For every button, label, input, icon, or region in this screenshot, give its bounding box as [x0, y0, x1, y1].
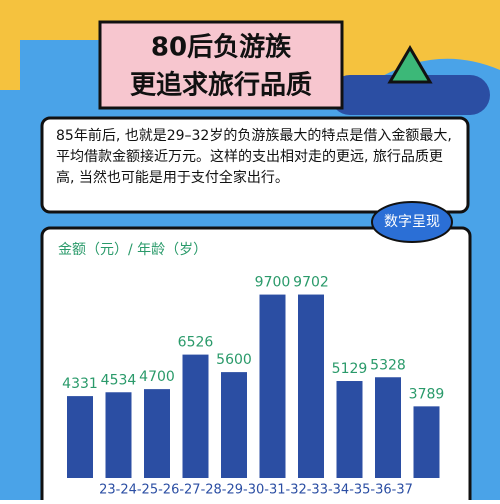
title: 80后负游族	[151, 32, 292, 63]
value-label: 4700	[139, 369, 175, 385]
value-label: 6526	[178, 335, 214, 351]
value-label: 5129	[332, 361, 368, 377]
bar	[375, 377, 401, 478]
bar	[413, 406, 440, 478]
title-box	[98, 20, 344, 110]
navy-pill	[330, 75, 490, 115]
text-box	[40, 116, 470, 214]
chart-title: 金额（元）/ 年龄（岁）	[58, 242, 207, 258]
bar	[144, 389, 170, 478]
bar	[221, 372, 247, 478]
bar	[182, 354, 209, 478]
bar	[67, 396, 93, 478]
value-label: 9700	[255, 275, 291, 291]
value-label: 4331	[62, 376, 98, 392]
bar	[336, 381, 363, 478]
bar	[105, 392, 132, 478]
triangle	[387, 45, 433, 84]
badge-text: 数字呈现	[384, 214, 440, 230]
bar	[298, 294, 324, 478]
x-axis-text: 23-24-25-26-27-28-29-30-31-32-33-34-35-3…	[99, 483, 413, 498]
value-label: 5600	[216, 352, 252, 368]
value-label: 3789	[409, 386, 445, 402]
bar	[259, 294, 286, 478]
value-label: 4534	[101, 372, 137, 388]
value-label: 9702	[293, 275, 329, 291]
value-label: 5328	[370, 357, 406, 373]
description-wrap: 85年前后, 也就是29–32岁的负游族最大的特点是借入金额最大, 平均借款金额…	[56, 128, 452, 186]
badge	[371, 201, 453, 243]
title: 更追求旅行品质	[130, 70, 312, 101]
description: 85年前后, 也就是29–32岁的负游族最大的特点是借入金额最大, 平均借款金额…	[56, 128, 452, 186]
